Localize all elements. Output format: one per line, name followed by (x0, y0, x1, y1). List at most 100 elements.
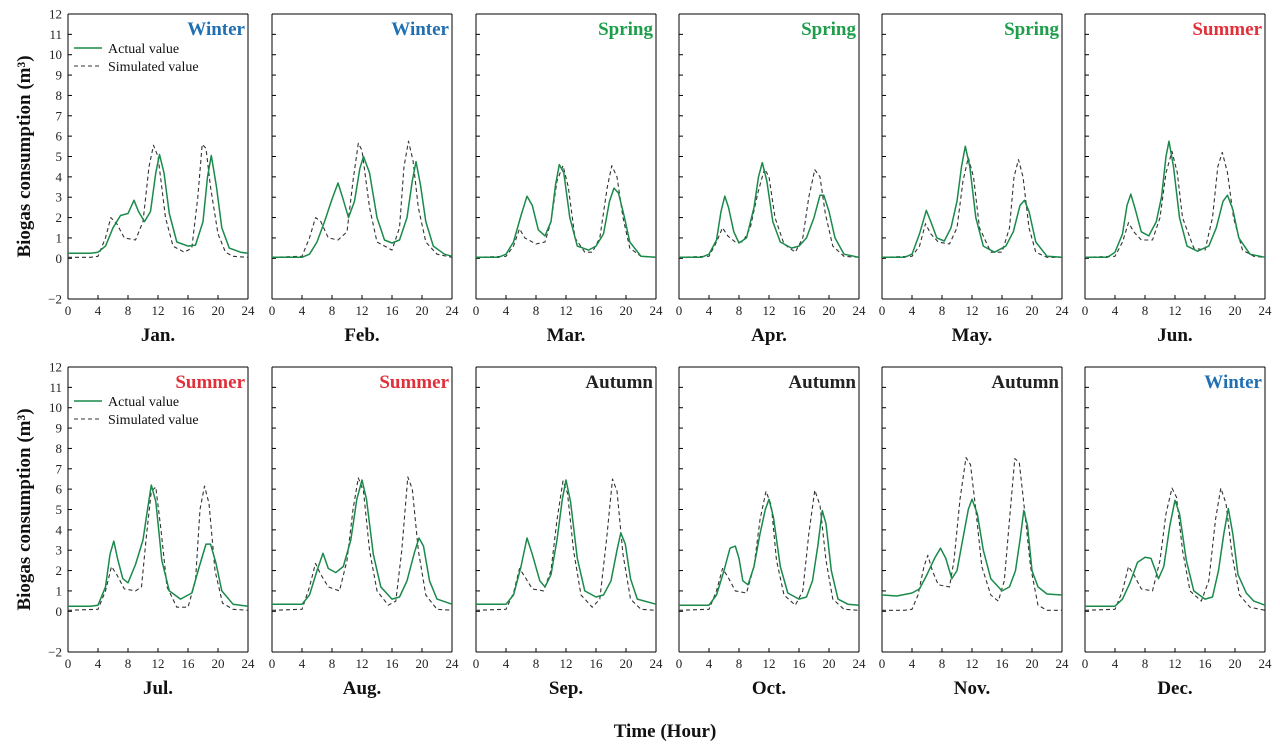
month-label: Aug. (343, 678, 382, 699)
y-tick-label: 3 (56, 190, 63, 205)
y-tick-label: 5 (56, 149, 63, 164)
x-tick-label: 8 (533, 303, 540, 318)
season-label: Spring (598, 19, 653, 40)
month-label: Nov. (954, 678, 990, 699)
y-tick-label: 3 (56, 543, 63, 558)
season-label: Spring (1004, 19, 1059, 40)
y-tick-label: 8 (56, 441, 63, 456)
x-tick-label: 20 (620, 303, 633, 318)
x-tick-label: 8 (939, 303, 946, 318)
panel-apr: 0 4 8 12 16 20 24 Spring Apr. (676, 13, 866, 346)
y-tick-label: 2 (56, 563, 63, 578)
x-tick-label: 4 (909, 303, 916, 318)
x-tick-label: 24 (1056, 303, 1070, 318)
x-tick-label: 12 (356, 656, 369, 671)
y-tick-label: 4 (56, 169, 63, 184)
season-label: Winter (1204, 372, 1262, 393)
legend-actual-label: Actual value (108, 395, 179, 410)
x-tick-label: 20 (212, 656, 225, 671)
simulated-series-line (678, 168, 860, 258)
x-tick-label: 8 (329, 656, 336, 671)
x-tick-label: 0 (269, 656, 276, 671)
x-tick-label: 20 (823, 656, 836, 671)
actual-series-line (272, 479, 453, 605)
y-tick-label: 1 (56, 230, 63, 245)
x-tick-label: 12 (966, 303, 979, 318)
x-tick-label: 12 (763, 656, 776, 671)
y-tick-label: 10 (49, 47, 62, 62)
x-tick-label: 8 (1142, 656, 1149, 671)
simulated-series-line (475, 478, 657, 611)
actual-series-line (68, 153, 249, 254)
month-label: May. (952, 325, 993, 346)
x-tick-label: 8 (1142, 303, 1149, 318)
x-tick-label: 20 (1026, 303, 1039, 318)
x-tick-label: 0 (676, 303, 683, 318)
x-tick-label: 8 (939, 656, 946, 671)
x-tick-label: 24 (1259, 656, 1273, 671)
simulated-series-line (68, 143, 249, 258)
month-label: Apr. (751, 325, 787, 346)
x-tick-label: 24 (1259, 303, 1273, 318)
x-tick-label: 16 (182, 303, 196, 318)
panel-sep: 0 4 8 12 16 20 24 Autumn Sep. (473, 366, 664, 699)
legend-actual-label: Actual value (108, 42, 179, 57)
season-label: Winter (187, 19, 245, 40)
actual-series-line (1085, 499, 1266, 607)
month-label: Mar. (547, 325, 586, 346)
season-label: Summer (379, 372, 449, 393)
y-tick-label: 5 (56, 502, 63, 517)
x-tick-label: 20 (823, 303, 836, 318)
actual-series-line (881, 498, 1063, 597)
y-tick-label: 0 (56, 251, 63, 266)
x-tick-label: 20 (212, 303, 225, 318)
actual-series-line (882, 145, 1063, 259)
x-tick-label: 20 (1229, 656, 1242, 671)
simulated-series-line (1084, 150, 1266, 258)
x-tick-label: 16 (1199, 303, 1213, 318)
panel-oct: 0 4 8 12 16 20 24 Autumn Oct. (676, 366, 867, 699)
legend-simulated-label: Simulated value (108, 60, 199, 75)
actual-series-line (272, 155, 453, 259)
x-tick-label: 8 (736, 656, 743, 671)
x-tick-label: 4 (503, 656, 510, 671)
x-tick-label: 8 (125, 656, 132, 671)
y-tick-label: −2 (48, 292, 62, 307)
season-label: Autumn (585, 372, 653, 393)
x-tick-label: 16 (1199, 656, 1213, 671)
x-tick-label: 12 (152, 303, 165, 318)
panel-dec: 0 4 8 12 16 20 24 Winter Dec. (1082, 366, 1273, 699)
panel-may: 0 4 8 12 16 20 24 Spring May. (879, 13, 1070, 346)
y-tick-label: 9 (56, 421, 63, 436)
x-tick-label: 16 (590, 303, 604, 318)
x-tick-label: 12 (1169, 656, 1182, 671)
x-tick-label: 4 (299, 303, 306, 318)
actual-series-line (679, 498, 860, 606)
y-tick-label: 10 (49, 400, 62, 415)
x-tick-label: 4 (95, 656, 102, 671)
x-tick-label: 12 (763, 303, 776, 318)
y-tick-label: 8 (56, 88, 63, 103)
x-tick-label: 4 (299, 656, 306, 671)
x-tick-label: 4 (706, 656, 713, 671)
x-tick-label: 0 (65, 656, 72, 671)
season-label: Autumn (991, 372, 1059, 393)
x-tick-label: 24 (853, 656, 867, 671)
x-axis-title: Time (Hour) (614, 721, 717, 742)
simulated-series-line (271, 140, 453, 258)
x-tick-label: 24 (650, 303, 664, 318)
y-tick-label: 11 (49, 27, 62, 42)
x-tick-label: 24 (650, 656, 664, 671)
season-label: Spring (801, 19, 856, 40)
x-tick-label: 4 (706, 303, 713, 318)
actual-series-line (68, 484, 249, 607)
x-tick-label: 20 (1026, 656, 1039, 671)
x-tick-label: 16 (793, 656, 807, 671)
x-tick-label: 0 (1082, 656, 1089, 671)
x-tick-label: 16 (996, 656, 1010, 671)
x-tick-label: 4 (909, 656, 916, 671)
x-tick-label: 8 (533, 656, 540, 671)
x-tick-label: 12 (356, 303, 369, 318)
